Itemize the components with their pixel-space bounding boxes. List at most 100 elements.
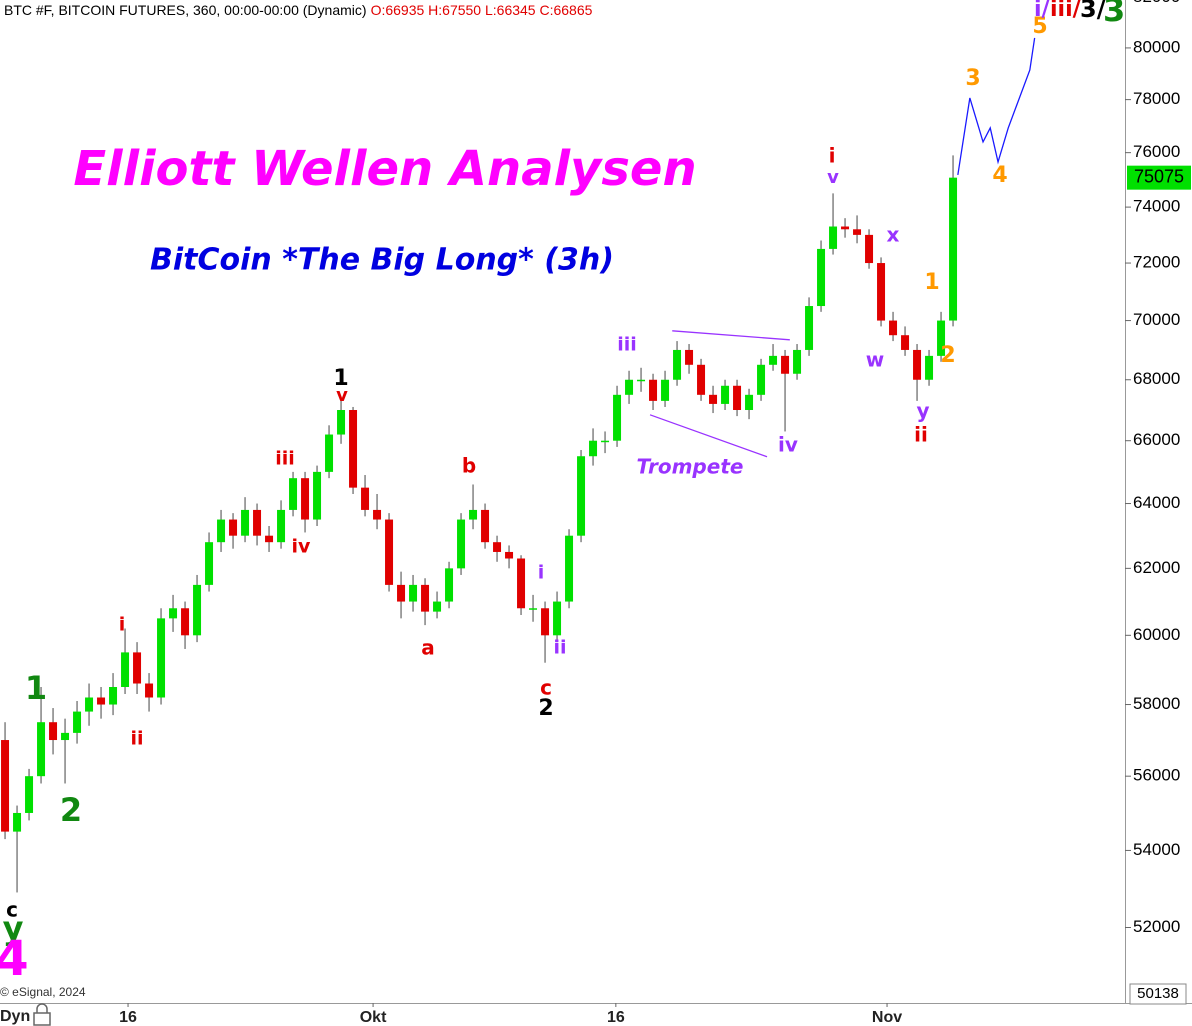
- candle-body: [829, 226, 838, 249]
- candle-body: [241, 509, 250, 536]
- candle-body: [217, 519, 226, 543]
- wave-label: c: [6, 898, 18, 922]
- y-tick-label: 58000: [1133, 694, 1180, 713]
- wave-label: iii: [617, 334, 637, 356]
- y-tick-label: 64000: [1133, 493, 1180, 512]
- candle: [169, 594, 178, 632]
- candle-body: [229, 519, 238, 536]
- candle-body: [313, 471, 322, 520]
- lock-icon: [33, 1003, 51, 1026]
- candle-body: [481, 509, 490, 543]
- candle-body: [673, 349, 682, 380]
- candle: [433, 591, 442, 619]
- wave-label: iii/: [1050, 0, 1082, 22]
- candle: [745, 388, 754, 420]
- wave-label: iv: [778, 433, 798, 457]
- candle: [85, 683, 94, 726]
- candle: [685, 344, 694, 374]
- candle: [325, 425, 334, 479]
- candle: [337, 400, 346, 444]
- candle-body: [625, 379, 634, 395]
- candle-body: [253, 509, 262, 536]
- candle-body: [889, 320, 898, 336]
- candle-body: [133, 652, 142, 684]
- mode-label: Dyn: [0, 1008, 30, 1025]
- candle-body: [205, 542, 214, 585]
- wave-label: 3: [1103, 0, 1125, 29]
- candle-body: [85, 697, 94, 712]
- candle: [601, 431, 610, 454]
- wave-label: 2: [60, 791, 82, 829]
- candle-body: [649, 379, 658, 401]
- candle: [361, 475, 370, 517]
- candle: [481, 503, 490, 549]
- candle-body: [409, 584, 418, 602]
- candle-body: [553, 601, 562, 636]
- candle: [193, 574, 202, 643]
- candle-body: [385, 519, 394, 585]
- candle-body: [145, 683, 154, 698]
- candle-body: [97, 697, 106, 705]
- header-title: BTC #F, BITCOIN FUTURES, 360, 00:00-00:0…: [4, 2, 367, 18]
- candle: [769, 344, 778, 371]
- candle-body: [169, 608, 178, 619]
- candle-body: [541, 608, 550, 636]
- wave-label: w: [866, 348, 884, 372]
- candle: [613, 385, 622, 447]
- wave-label: 5: [1032, 14, 1047, 39]
- corner: [1126, 1004, 1192, 1026]
- y-tick-label: 62000: [1133, 558, 1180, 577]
- candle: [349, 406, 358, 494]
- candle: [61, 718, 70, 784]
- y-tick-label: 68000: [1133, 369, 1180, 388]
- wave-label: i/: [1034, 0, 1051, 22]
- candle-body: [121, 652, 130, 688]
- candle: [109, 673, 118, 716]
- y-tick-label: 74000: [1133, 197, 1180, 216]
- y-tick-label: 82000: [1133, 0, 1180, 6]
- candle: [673, 341, 682, 386]
- x-tick-label: 16: [607, 1009, 625, 1026]
- candle: [853, 215, 862, 244]
- candle-body: [721, 385, 730, 404]
- candle-body: [433, 601, 442, 612]
- candle-body: [565, 535, 574, 602]
- candle: [397, 571, 406, 619]
- wave-label: i: [538, 562, 545, 584]
- candle: [913, 344, 922, 401]
- wave-label: v: [827, 167, 839, 188]
- candle: [445, 561, 454, 609]
- wave-label: y: [3, 909, 24, 947]
- candle: [781, 349, 790, 432]
- header: BTC #F, BITCOIN FUTURES, 360, 00:00-00:0…: [4, 2, 593, 18]
- wave-label: 3/: [1080, 0, 1106, 23]
- wave-label: 4: [992, 163, 1007, 188]
- candle-body: [181, 608, 190, 636]
- candle: [73, 701, 82, 744]
- candle-body: [733, 385, 742, 411]
- candle: [13, 805, 22, 893]
- candle: [637, 367, 646, 392]
- candle: [385, 513, 394, 592]
- candle-body: [265, 535, 274, 543]
- chart-title: Elliott Wellen Analysen: [73, 141, 696, 197]
- candle: [49, 708, 58, 755]
- candle: [889, 311, 898, 342]
- candle: [529, 594, 538, 622]
- candle: [205, 532, 214, 592]
- candle: [805, 297, 814, 356]
- candle: [661, 370, 670, 407]
- wave-label: 2: [940, 343, 955, 368]
- candle: [877, 257, 886, 327]
- y-tick-label: 80000: [1133, 37, 1180, 56]
- candle-body: [529, 608, 538, 610]
- candle: [313, 465, 322, 526]
- candle-body: [73, 711, 82, 733]
- candle-body: [37, 722, 46, 777]
- candle: [301, 471, 310, 533]
- wave-label: iii: [275, 448, 295, 470]
- candle-body: [613, 394, 622, 441]
- candle-body: [877, 263, 886, 321]
